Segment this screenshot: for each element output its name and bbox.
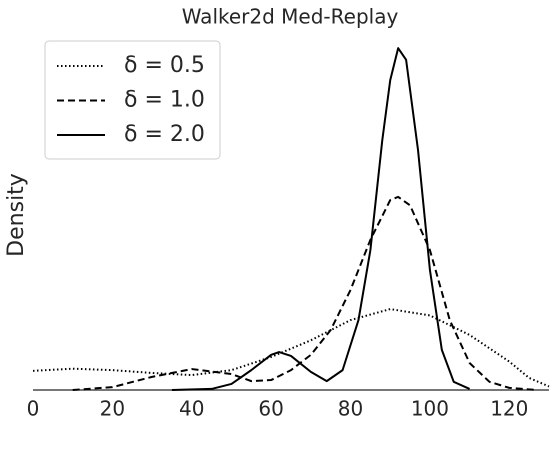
chart-title: Walker2d Med-Replay bbox=[182, 5, 399, 29]
legend-box bbox=[44, 40, 221, 160]
x-tick-label: 40 bbox=[179, 397, 204, 421]
x-tick-label: 60 bbox=[258, 397, 283, 421]
x-tick-label: 100 bbox=[411, 397, 449, 421]
x-tick-label: 0 bbox=[27, 397, 40, 421]
density-line bbox=[72, 195, 538, 391]
x-tick-label: 120 bbox=[490, 397, 528, 421]
legend-label: δ = 0.5 bbox=[124, 53, 205, 78]
legend-label: δ = 2.0 bbox=[124, 122, 205, 147]
x-tick-label: 80 bbox=[338, 397, 363, 421]
density-line bbox=[32, 308, 550, 388]
x-tick-label: 20 bbox=[100, 397, 125, 421]
y-axis-label: Density bbox=[4, 173, 29, 257]
legend-label: δ = 1.0 bbox=[124, 88, 205, 113]
density-line bbox=[171, 47, 471, 391]
